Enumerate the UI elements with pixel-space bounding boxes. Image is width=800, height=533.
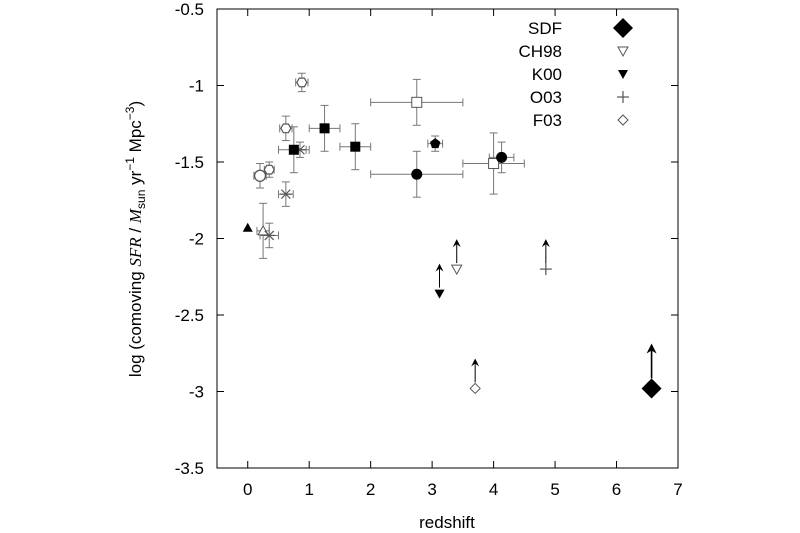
data-points: [242, 77, 662, 399]
circle-filled-marker: [411, 168, 423, 180]
square-filled-marker: [350, 141, 361, 152]
hexagon-open-marker: [296, 77, 308, 88]
x-tick-label: 5: [550, 480, 559, 499]
square-filled-marker: [288, 144, 299, 155]
legend-label: SDF: [528, 19, 562, 38]
square-open-marker: [488, 158, 500, 170]
diamond-open-marker: [617, 114, 629, 126]
y-tick-label: -3.5: [175, 459, 204, 478]
y-axis-title-unit2: Mpc: [126, 120, 145, 157]
y-tick-label: -2: [189, 230, 204, 249]
x-tick-label: 0: [243, 480, 252, 499]
plot-frame: [216, 8, 679, 469]
square-filled-marker: [319, 123, 330, 134]
y-tick-label: -2.5: [175, 306, 204, 325]
x-axis-title: redshift: [419, 513, 475, 532]
arrow-head: [452, 239, 461, 248]
y-axis-title-m: M: [126, 208, 145, 224]
diamond-filled-large-marker: [641, 378, 662, 399]
y-axis-ticks: -0.5 -1 -1.5 -2 -2.5 -3 -3.5: [175, 0, 678, 478]
y-axis-title-exp1: −1: [123, 157, 137, 171]
x-axis-ticks: 0 1 2 3 4 5 6 7: [243, 9, 683, 499]
x-tick-label: 1: [304, 480, 313, 499]
arrow-head: [646, 343, 657, 354]
lower-limit-arrows: [435, 239, 657, 383]
plot-axes: [216, 8, 679, 469]
diamond-open-marker: [469, 382, 481, 395]
arrow-head: [435, 263, 444, 272]
legend: SDF CH98 K00 O03 F03: [519, 18, 633, 130]
triangle-down-filled-marker: [434, 289, 445, 299]
triangle-down-filled-marker: [618, 70, 628, 79]
lower-limit-arrow: [452, 239, 461, 264]
y-axis-title-prefix: log (comoving: [126, 267, 145, 378]
diamond-filled-large-marker: [613, 18, 633, 38]
circle-open-marker: [253, 169, 267, 182]
triangle-up-filled-marker: [242, 222, 253, 232]
lower-limit-arrow: [471, 358, 480, 383]
legend-label: K00: [532, 65, 562, 84]
asterisk-stroke: [280, 189, 291, 200]
hexagon-open-marker: [263, 164, 275, 175]
legend-label: O03: [530, 88, 562, 107]
x-tick-label: 3: [427, 480, 436, 499]
x-tick-label: 2: [366, 480, 375, 499]
y-tick-label: -0.5: [175, 0, 204, 19]
y-axis-title-exp2: −3: [123, 106, 137, 120]
circle-filled-marker: [496, 151, 508, 163]
plus-marker: [617, 91, 629, 103]
triangle-down-open-marker: [450, 264, 463, 276]
legend-label: CH98: [519, 42, 562, 61]
y-axis-title: log (comoving SFR / Msun yr−1 Mpc−3): [123, 101, 148, 377]
y-axis-title-sun: sun: [134, 190, 148, 209]
lower-limit-arrow: [541, 239, 550, 264]
x-tick-label: 6: [612, 480, 621, 499]
x-tick-label: 4: [489, 480, 498, 499]
y-axis-title-unit1: yr: [126, 170, 145, 189]
y-axis-title-sep: /: [126, 223, 145, 237]
arrow-head: [471, 358, 480, 367]
x-tick-label: 7: [673, 480, 682, 499]
y-axis-title-sfr: SFR: [126, 237, 145, 267]
triangle-down-open-marker: [617, 46, 629, 58]
error-bars: [253, 72, 525, 259]
y-tick-label: -1.5: [175, 153, 204, 172]
y-tick-label: -3: [189, 383, 204, 402]
arrow-head: [541, 239, 550, 248]
y-tick-label: -1: [189, 77, 204, 96]
plus-marker: [539, 263, 552, 276]
pentagon-filled-marker: [429, 138, 441, 149]
asterisk-stroke: [264, 230, 275, 241]
asterisk-marker: [263, 230, 276, 241]
lower-limit-arrow: [646, 343, 657, 379]
asterisk-marker: [279, 189, 292, 200]
y-axis-title-close: ): [126, 101, 145, 107]
legend-label: F03: [533, 111, 562, 130]
square-open-marker: [411, 96, 423, 108]
hexagon-open-marker: [280, 123, 292, 134]
lower-limit-arrow: [435, 263, 444, 288]
